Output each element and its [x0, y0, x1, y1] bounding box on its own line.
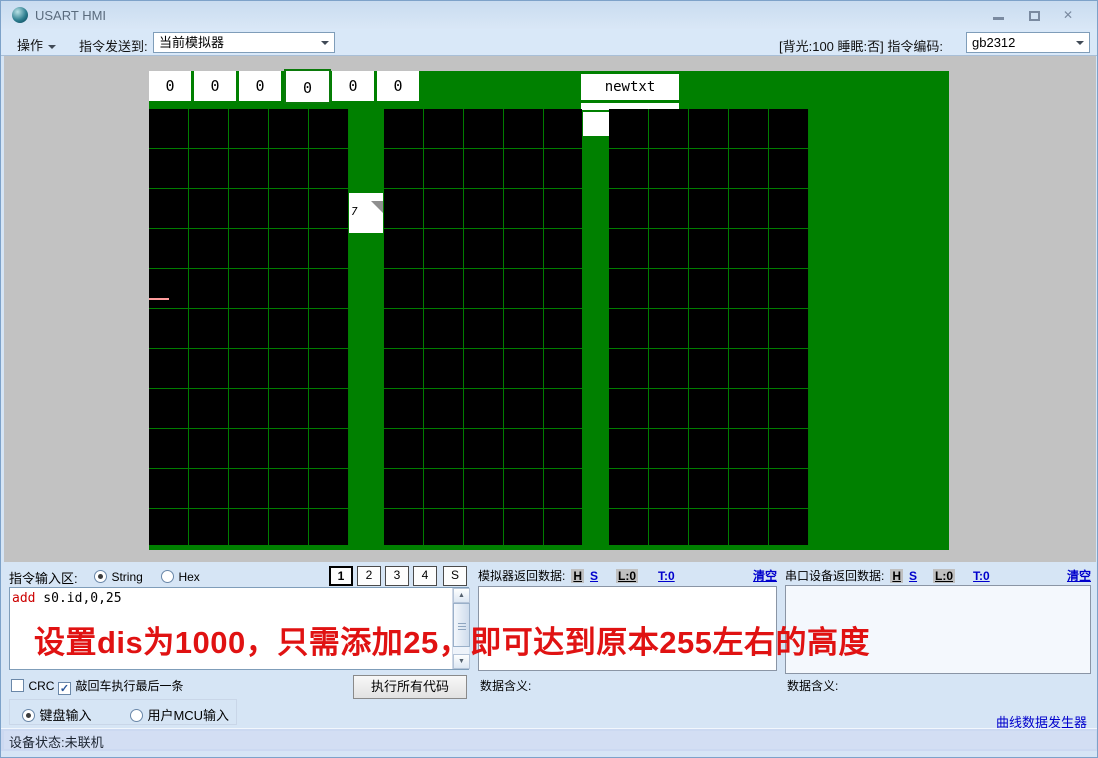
dropdown-arrow-icon	[321, 41, 329, 45]
number-widget-selected[interactable]: 0	[284, 69, 331, 104]
app-icon	[12, 7, 28, 23]
device-status-text: 设备状态:未联机	[9, 735, 104, 750]
curve-data-generator-link[interactable]: 曲线数据发生器	[995, 715, 1087, 730]
scrollbar-grip	[458, 623, 466, 624]
annotation-overlay: 设置dis为1000，只需添加25，即可达到原本255左右的高度	[34, 625, 870, 660]
textarea-scrollbar[interactable]: ▲ ▼	[452, 588, 470, 669]
encoding-value: gb2312	[972, 35, 1016, 50]
minimize-icon	[992, 17, 1004, 20]
string-radio[interactable]: String	[94, 568, 143, 586]
enter-exec-check-square: ✓	[58, 682, 71, 695]
code-arguments: s0.id,0,25	[35, 591, 122, 606]
keyboard-radio-label: 键盘输入	[39, 708, 92, 723]
mouse-cursor	[371, 201, 383, 213]
slot-button-s[interactable]: S	[443, 566, 467, 586]
scrollbar-thumb[interactable]	[453, 603, 470, 647]
waveform-panel-right[interactable]	[609, 109, 809, 545]
sim-return-label: 模拟器返回数据:	[478, 569, 566, 583]
number-widget[interactable]: 0	[149, 71, 191, 101]
serial-return-label: 串口设备返回数据:	[785, 569, 885, 583]
sim-string-toggle[interactable]: S	[590, 568, 599, 583]
serial-hex-toggle[interactable]: H	[890, 568, 904, 583]
sim-time-counter[interactable]: T:0	[658, 568, 675, 583]
simulator-background: 0 0 0 0 0 0 newtxt 7	[4, 56, 1096, 562]
number-widget[interactable]: 0	[377, 71, 419, 101]
chevron-down-icon	[48, 44, 57, 49]
command-input-textarea[interactable]	[9, 587, 469, 670]
waveform-panel-left[interactable]	[149, 109, 349, 545]
sim-meaning-label: 数据含义:	[480, 679, 532, 693]
backlight-sleep-encoding-label: [背光:100 睡眠:否] 指令编码:	[779, 39, 943, 54]
slider-handle-widget[interactable]	[583, 112, 609, 136]
mcu-radio-circle	[130, 709, 143, 722]
window-title: USART HMI	[35, 8, 107, 23]
serial-return-box[interactable]	[785, 585, 1091, 674]
execute-all-button[interactable]: 执行所有代码	[353, 675, 467, 699]
serial-time-counter[interactable]: T:0	[973, 568, 990, 583]
send-target-value: 当前模拟器	[159, 35, 225, 50]
operation-menu-label: 操作	[17, 38, 44, 53]
scroll-down-icon[interactable]: ▼	[453, 654, 470, 669]
slot-button-3[interactable]: 3	[385, 566, 409, 586]
mcu-input-radio[interactable]: 用户MCU输入	[130, 705, 229, 725]
text-widget-newtxt[interactable]: newtxt	[581, 74, 679, 100]
operation-menu-button[interactable]: 操作	[9, 32, 64, 53]
sim-clear-link[interactable]: 清空	[752, 569, 777, 583]
title-bar: USART HMI ✕	[1, 1, 1097, 29]
status-bar: 设备状态:未联机	[1, 728, 1097, 751]
sim-hex-toggle[interactable]: H	[571, 568, 585, 583]
serial-return-header: 串口设备返回数据: H S L:0 T:0 清空	[785, 567, 1091, 584]
enter-exec-label: 敲回车执行最后一条	[75, 679, 184, 693]
code-keyword: add	[12, 591, 36, 606]
mcu-radio-label: 用户MCU输入	[147, 708, 230, 723]
slot-button-1[interactable]: 1	[329, 566, 353, 586]
combo-widget[interactable]: 7	[349, 193, 383, 233]
send-target-combo[interactable]: 当前模拟器	[153, 32, 335, 53]
command-input-label: 指令输入区:	[9, 571, 78, 586]
keyboard-input-radio[interactable]: 键盘输入	[22, 705, 91, 725]
hex-radio[interactable]: Hex	[161, 568, 200, 586]
waveform-trace	[149, 298, 169, 300]
slot-button-4[interactable]: 4	[413, 566, 437, 586]
sim-return-header: 模拟器返回数据: H S L:0 T:0 清空	[478, 567, 777, 584]
send-to-label: 指令发送到:	[79, 39, 148, 54]
serial-length-counter[interactable]: L:0	[933, 568, 956, 583]
input-source-group: 键盘输入 用户MCU输入	[9, 699, 237, 725]
keyboard-radio-circle	[22, 709, 35, 722]
string-radio-circle	[94, 570, 107, 583]
sim-return-box[interactable]	[478, 586, 777, 671]
waveform-panel-middle[interactable]	[384, 109, 582, 545]
enter-exec-checkbox[interactable]: ✓ 敲回车执行最后一条	[58, 677, 183, 695]
crc-checkbox[interactable]: CRC	[11, 677, 54, 695]
encoding-combo[interactable]: gb2312	[966, 32, 1090, 53]
slot-button-group: 1 2 3 4 S	[329, 566, 469, 588]
hex-radio-label: Hex	[178, 570, 200, 584]
slider-track-widget[interactable]	[581, 103, 679, 110]
serial-meaning-label: 数据含义:	[787, 679, 839, 693]
string-radio-label: String	[111, 570, 143, 584]
slot-button-2[interactable]: 2	[357, 566, 381, 586]
close-button[interactable]: ✕	[1062, 8, 1074, 22]
minimize-button[interactable]	[984, 8, 1012, 25]
sim-length-counter[interactable]: L:0	[616, 568, 639, 583]
maximize-button[interactable]	[1020, 8, 1048, 25]
status-bar-inset	[4, 731, 1096, 749]
crc-checkbox-square	[11, 679, 24, 692]
number-widget[interactable]: 0	[239, 71, 281, 101]
dropdown-arrow-icon	[1076, 41, 1084, 45]
hex-radio-circle	[161, 570, 174, 583]
number-widget[interactable]: 0	[194, 71, 236, 101]
serial-string-toggle[interactable]: S	[909, 568, 918, 583]
command-code-line: add s0.id,0,25	[12, 591, 122, 606]
hmi-screen[interactable]: 0 0 0 0 0 0 newtxt 7	[149, 69, 949, 550]
toolbar: 操作 指令发送到: 当前模拟器 [背光:100 睡眠:否] 指令编码: gb23…	[1, 29, 1097, 56]
serial-clear-link[interactable]: 清空	[1066, 569, 1091, 583]
maximize-icon	[1028, 11, 1040, 21]
number-widget[interactable]: 0	[332, 71, 374, 101]
scroll-up-icon[interactable]: ▲	[453, 588, 470, 603]
crc-label: CRC	[28, 679, 55, 693]
